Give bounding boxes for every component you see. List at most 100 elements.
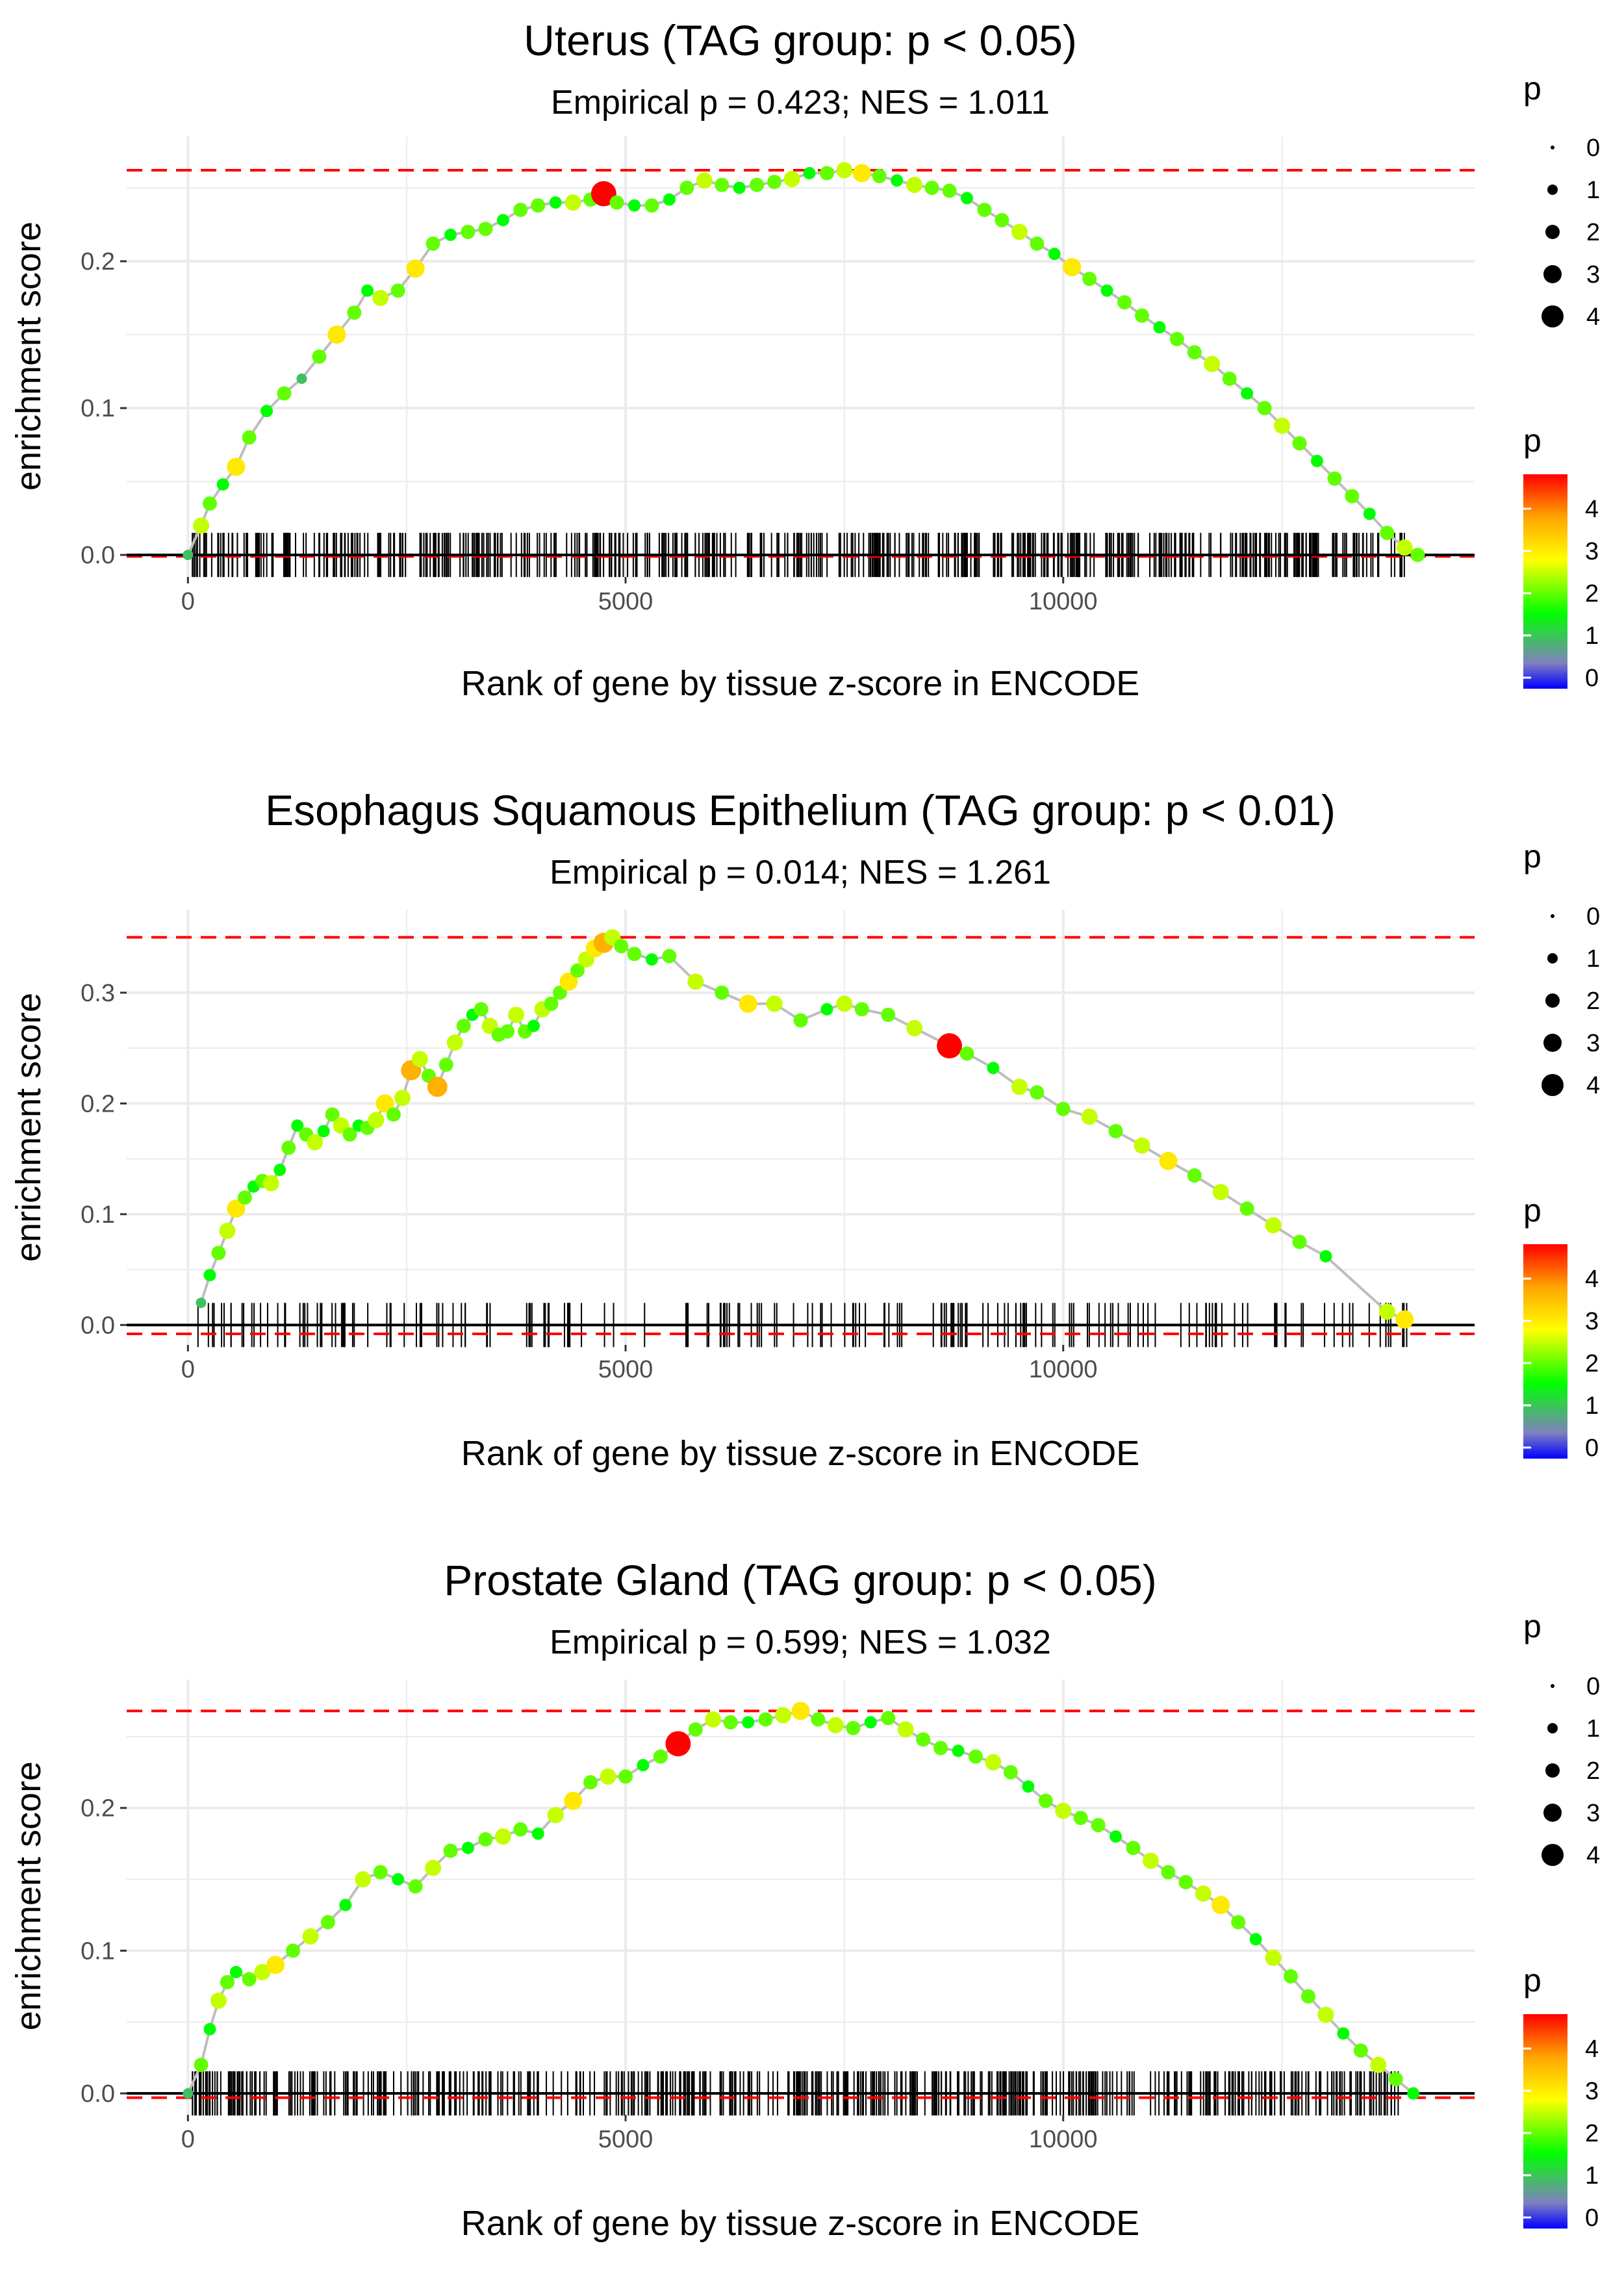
enrichment-point: [216, 478, 229, 491]
enrichment-point: [1231, 1915, 1246, 1930]
enrichment-point: [1395, 1310, 1414, 1329]
enrichment-point: [1055, 1802, 1072, 1819]
enrichment-point: [985, 1754, 1002, 1770]
size-key-3: [1543, 1034, 1562, 1052]
colorbar-label: 1: [1585, 2162, 1599, 2190]
enrichment-point: [590, 181, 616, 207]
enrichment-point: [1030, 236, 1045, 251]
enrichment-point: [438, 1057, 453, 1072]
size-key-label: 3: [1586, 1030, 1600, 1057]
size-key-label: 2: [1586, 1757, 1600, 1785]
enrichment-point: [203, 1269, 216, 1282]
panel-title: Esophagus Squamous Epithelium (TAG group…: [265, 786, 1336, 834]
enrichment-point: [386, 1107, 401, 1122]
plot-area: 0.0 0.1 0.2 0 5000 10000: [81, 1680, 1475, 2153]
enrichment-point: [1169, 331, 1184, 346]
enrichment-point: [644, 198, 659, 213]
enrichment-point: [392, 1873, 405, 1886]
color-legend-title: p: [1523, 1962, 1542, 1999]
enrichment-point: [688, 1722, 703, 1737]
y-axis-label: enrichment score: [9, 222, 48, 491]
enrichment-point: [987, 1062, 1000, 1075]
enrichment-point: [547, 1807, 564, 1824]
enrichment-point: [1410, 548, 1425, 563]
size-key-label: 0: [1586, 134, 1600, 162]
colorbar: [1523, 2014, 1567, 2229]
enrichment-point: [854, 1002, 869, 1017]
enrichment-point: [820, 1003, 833, 1016]
enrichment-point: [1310, 454, 1323, 467]
legend-uterus: p 0 1 2 3 4 p 4 3 2 1 0: [1523, 70, 1600, 692]
enrichment-point: [600, 1768, 616, 1785]
enrichment-point: [614, 939, 629, 954]
y-tick-label: 0.2: [81, 1090, 115, 1118]
enrichment-point: [307, 1134, 324, 1151]
enrichment-point: [373, 1865, 388, 1880]
y-tick-label: 0.0: [81, 2080, 115, 2108]
enrichment-point: [1153, 321, 1166, 334]
y-tick-label: 0.1: [81, 395, 115, 422]
enrichment-point: [1257, 401, 1272, 416]
enrichment-point: [478, 222, 493, 236]
panel-subtitle: Empirical p = 0.014; NES = 1.261: [550, 854, 1051, 891]
enrichment-point: [1011, 1079, 1028, 1095]
enrichment-point: [1038, 1793, 1053, 1808]
y-tick-label: 0.1: [81, 1937, 115, 1965]
panel-title: Uterus (TAG group: p < 0.05): [524, 16, 1077, 64]
enrichment-point: [968, 1749, 983, 1764]
enrichment-point: [766, 995, 783, 1012]
x-tick-label: 10000: [1029, 588, 1098, 615]
x-axis-label: Rank of gene by tissue z-score in ENCODE: [461, 2204, 1139, 2243]
enrichment-point: [355, 1871, 372, 1888]
enrichment-point: [1100, 284, 1113, 297]
enrichment-point: [1222, 371, 1237, 386]
enrichment-point: [183, 550, 194, 561]
enrichment-point: [1126, 1841, 1141, 1856]
enrichment-point: [565, 194, 581, 211]
colorbar-label: 3: [1585, 1308, 1599, 1335]
enrichment-point: [1022, 1780, 1035, 1793]
colorbar-label: 4: [1585, 2036, 1599, 2063]
enrichment-point: [375, 1094, 394, 1113]
enrichment-point: [286, 1943, 301, 1958]
size-key-4: [1542, 305, 1564, 327]
enrichment-point: [425, 1859, 442, 1876]
y-tick-label: 0.2: [81, 1795, 115, 1822]
y-axis-title: enrichment score: [9, 222, 48, 491]
enrichment-point: [312, 350, 327, 364]
enrichment-point: [1117, 295, 1132, 310]
enrichment-point: [961, 192, 974, 205]
enrichment-point: [916, 1732, 931, 1747]
enrichment-point: [775, 1707, 792, 1724]
size-key-label: 0: [1586, 903, 1600, 930]
x-tick-label: 0: [181, 2126, 195, 2153]
colorbar-label: 2: [1585, 1350, 1599, 1377]
enrichment-point: [220, 1974, 235, 1989]
enrichment-point: [194, 2058, 209, 2073]
enrichment-point: [372, 290, 389, 307]
y-axis-title: enrichment score: [9, 993, 48, 1262]
enrichment-point: [653, 1749, 668, 1764]
enrichment-point: [513, 203, 528, 217]
enrichment-point: [783, 171, 800, 188]
enrichment-point: [1178, 1874, 1193, 1889]
size-key-label: 1: [1586, 177, 1600, 204]
enrichment-point: [897, 1721, 914, 1738]
enrichment-point: [266, 1956, 285, 1974]
enrichment-point: [411, 1051, 428, 1067]
enrichment-point: [881, 1711, 896, 1726]
enrichment-point: [645, 953, 658, 966]
enrichment-point: [291, 1119, 304, 1132]
panel-esophagus: Esophagus Squamous Epithelium (TAG group…: [9, 786, 1600, 1473]
colorbar-label: 1: [1585, 622, 1599, 650]
enrichment-point: [1337, 2027, 1350, 2040]
y-tick-label: 0.0: [81, 1312, 115, 1339]
enrichment-point: [219, 1222, 236, 1239]
size-key-4: [1542, 1074, 1564, 1096]
colorbar-label: 0: [1585, 665, 1599, 692]
enrichment-point: [183, 2088, 194, 2099]
enrichment-point: [696, 172, 713, 189]
plot-area: 0.0 0.1 0.2 0 5000 10000: [81, 136, 1475, 615]
enrichment-point: [1327, 471, 1342, 486]
enrichment-point: [1159, 1151, 1178, 1170]
